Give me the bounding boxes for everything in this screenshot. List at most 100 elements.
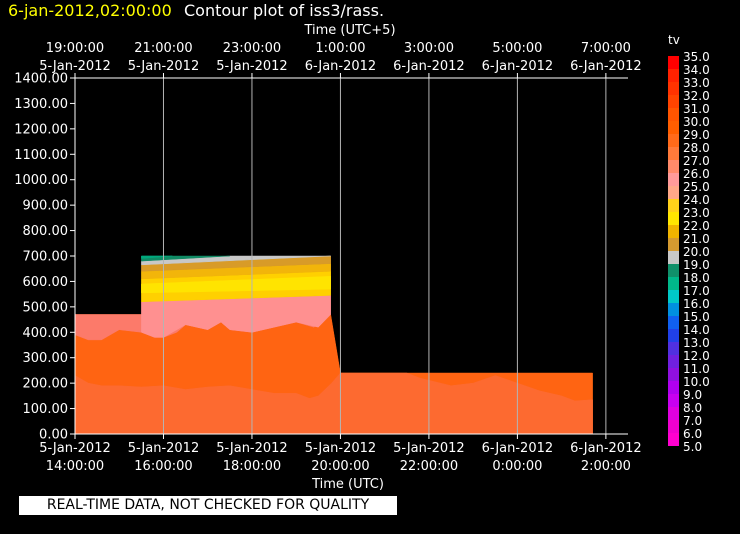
- y-tick-label-2: 200.00: [23, 377, 69, 392]
- y-axis: 0.00 100.00 200.00 300.00 400.00 500.00 600.00…: [14, 72, 75, 443]
- legend-label-2: 33.0: [683, 76, 710, 90]
- y-tick-label-0: 0.00: [39, 428, 68, 443]
- legend-label-0: 35.0: [683, 50, 710, 64]
- top-tick-date-2: 5-Jan-2012: [216, 59, 288, 74]
- bottom-tick-time-4: 22:00:00: [400, 459, 458, 474]
- y-tick-label-6: 600.00: [23, 275, 69, 290]
- bottom-tick-date-3: 5-Jan-2012: [305, 441, 377, 456]
- y-tick-label-12: 1200.00: [14, 122, 68, 137]
- legend-label-19: 16.0: [683, 297, 710, 311]
- legend-swatch-20: [668, 316, 679, 329]
- bottom-tick-date-2: 5-Jan-2012: [216, 441, 288, 456]
- contour-regions: [74, 255, 593, 435]
- bottom-tick-date-5: 6-Jan-2012: [482, 441, 554, 456]
- y-tick-label-5: 500.00: [23, 300, 69, 315]
- legend-label-1: 34.0: [683, 63, 710, 77]
- bottom-tick-time-0: 14:00:00: [46, 459, 104, 474]
- contour-region-5: [141, 276, 331, 294]
- y-tick-label-10: 1000.00: [14, 173, 68, 188]
- top-tick-date-3: 6-Jan-2012: [305, 59, 377, 74]
- legend-label-25: 10.0: [683, 375, 710, 389]
- legend-label-8: 27.0: [683, 154, 710, 168]
- contour-region-10: [141, 255, 173, 259]
- legend-label-4: 31.0: [683, 102, 710, 116]
- legend-swatch-14: [668, 238, 679, 251]
- legend-label-16: 19.0: [683, 258, 710, 272]
- legend-label-27: 8.0: [683, 401, 702, 415]
- legend-swatch-17: [668, 277, 679, 290]
- legend-label-6: 29.0: [683, 128, 710, 142]
- contour-region-1: [74, 372, 593, 435]
- legend-label-22: 13.0: [683, 336, 710, 350]
- legend-label-11: 24.0: [683, 193, 710, 207]
- legend-swatch-2: [668, 82, 679, 95]
- top-tick-time-4: 3:00:00: [404, 41, 454, 56]
- bottom-time-axis: 5-Jan-2012 14:00:00 5-Jan-2012 16:00:00 5-Ja…: [39, 434, 642, 492]
- legend-label-5: 30.0: [683, 115, 710, 129]
- legend-title: tv: [668, 33, 680, 47]
- legend-swatch-12: [668, 212, 679, 225]
- legend-label-29: 6.0: [683, 427, 702, 441]
- legend-swatch-28: [668, 420, 679, 433]
- legend-swatch-0: [668, 56, 679, 69]
- colorbar-legend: tv35.034.033.032.031.030.029.028.027.026…: [668, 33, 710, 454]
- legend-swatch-6: [668, 134, 679, 147]
- top-tick-time-3: 1:00:00: [315, 41, 365, 56]
- bottom-tick-time-1: 16:00:00: [134, 459, 192, 474]
- quality-notice: REAL-TIME DATA, NOT CHECKED FOR QUALITY: [19, 496, 397, 515]
- legend-label-12: 23.0: [683, 206, 710, 220]
- legend-swatch-25: [668, 381, 679, 394]
- legend-swatch-24: [668, 368, 679, 381]
- legend-swatch-13: [668, 225, 679, 238]
- top-time-axis: Time (UTC+5) 19:00:00 5-Jan-2012 21:00:00 5-…: [39, 23, 642, 78]
- top-tick-date-1: 5-Jan-2012: [128, 59, 200, 74]
- y-tick-label-3: 300.00: [23, 351, 69, 366]
- legend-label-9: 26.0: [683, 167, 710, 181]
- legend-label-21: 14.0: [683, 323, 710, 337]
- legend-swatch-23: [668, 355, 679, 368]
- legend-swatch-22: [668, 342, 679, 355]
- contour-region-3: [141, 295, 331, 338]
- legend-swatch-7: [668, 147, 679, 160]
- legend-swatch-21: [668, 329, 679, 342]
- legend-swatch-3: [668, 95, 679, 108]
- bottom-tick-time-6: 2:00:00: [581, 459, 631, 474]
- legend-label-20: 15.0: [683, 310, 710, 324]
- top-tick-time-0: 19:00:00: [46, 41, 104, 56]
- bottom-tick-date-6: 6-Jan-2012: [570, 441, 642, 456]
- bottom-tick-time-3: 20:00:00: [311, 459, 369, 474]
- bottom-tick-time-2: 18:00:00: [223, 459, 281, 474]
- top-tick-time-6: 7:00:00: [581, 41, 631, 56]
- legend-swatch-1: [668, 69, 679, 82]
- bottom-tick-date-0: 5-Jan-2012: [39, 441, 111, 456]
- y-tick-label-4: 400.00: [23, 326, 69, 341]
- legend-swatch-8: [668, 160, 679, 173]
- legend-label-3: 32.0: [683, 89, 710, 103]
- chart-title: Contour plot of iss3/rass.: [184, 1, 385, 20]
- x-axis-label: Time (UTC): [311, 477, 384, 492]
- legend-label-10: 25.0: [683, 180, 710, 194]
- legend-swatch-16: [668, 264, 679, 277]
- legend-label-17: 18.0: [683, 271, 710, 285]
- legend-swatch-10: [668, 186, 679, 199]
- legend-swatch-19: [668, 303, 679, 316]
- legend-label-23: 12.0: [683, 349, 710, 363]
- top-tick-time-1: 21:00:00: [134, 41, 192, 56]
- top-tick-time-5: 5:00:00: [492, 41, 542, 56]
- bottom-tick-date-4: 5-Jan-2012: [393, 441, 465, 456]
- legend-swatch-15: [668, 251, 679, 264]
- legend-swatch-4: [668, 108, 679, 121]
- legend-label-28: 7.0: [683, 414, 702, 428]
- top-tick-date-5: 6-Jan-2012: [482, 59, 554, 74]
- y-tick-label-1: 100.00: [23, 402, 69, 417]
- bottom-tick-time-5: 0:00:00: [492, 459, 542, 474]
- top-axis-label: Time (UTC+5): [303, 23, 395, 38]
- top-tick-date-6: 6-Jan-2012: [570, 59, 642, 74]
- legend-label-26: 9.0: [683, 388, 702, 402]
- legend-swatch-18: [668, 290, 679, 303]
- y-tick-label-8: 800.00: [23, 224, 69, 239]
- legend-swatch-5: [668, 121, 679, 134]
- legend-swatch-9: [668, 173, 679, 186]
- legend-label-24: 11.0: [683, 362, 710, 376]
